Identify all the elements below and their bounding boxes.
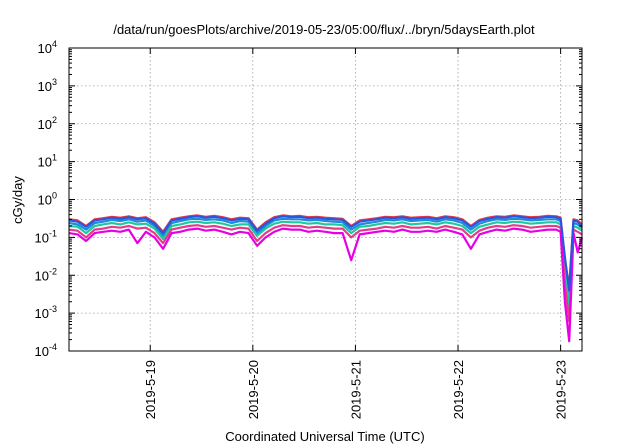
x-axis-label: Coordinated Universal Time (UTC) — [225, 429, 424, 444]
y-tick-label: 10-2 — [35, 266, 57, 283]
x-tick-label: 2019-5-21 — [348, 360, 363, 419]
y-tick-label: 103 — [38, 77, 57, 94]
y-tick-label: 100 — [38, 191, 57, 208]
series-lines — [68, 214, 584, 343]
chart-title: /data/run/goesPlots/archive/2019-05-23/0… — [113, 22, 535, 37]
x-tick-label: 2019-5-20 — [246, 360, 261, 419]
x-tick-label: 2019-5-23 — [554, 360, 569, 419]
axis-ticks: 10-4 10-3 10-2 10-1 100 101 102 103 104 2019-5-19… — [35, 39, 582, 419]
y-tick-label: 104 — [38, 39, 57, 56]
grid — [69, 47, 582, 352]
y-tick-label: 10-3 — [35, 304, 57, 321]
y-tick-label: 10-4 — [35, 342, 57, 359]
series-line — [68, 215, 583, 292]
series-line — [68, 224, 583, 323]
y-tick-label: 10-1 — [35, 228, 57, 245]
series-line — [68, 220, 583, 308]
x-tick-label: 2019-5-19 — [143, 360, 158, 419]
series-line — [68, 227, 584, 343]
x-tick-label: 2019-5-22 — [451, 360, 466, 419]
series-line — [68, 217, 583, 297]
y-tick-label: 101 — [38, 153, 57, 170]
y-axis-label: cGy/day — [10, 176, 25, 224]
y-tick-label: 102 — [38, 115, 57, 132]
